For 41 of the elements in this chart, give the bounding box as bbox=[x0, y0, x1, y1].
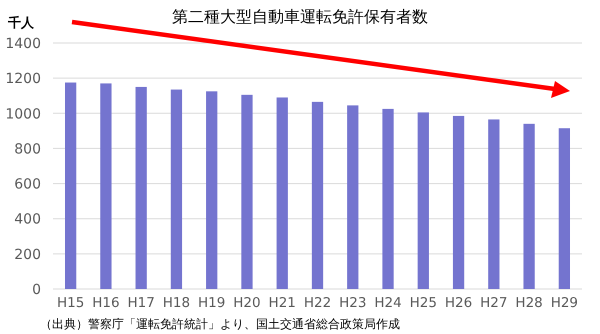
y-axis-title: 千人 bbox=[7, 15, 35, 31]
x-tick-label: H27 bbox=[480, 295, 508, 311]
x-tick-label: H19 bbox=[198, 295, 226, 311]
x-tick-label: H23 bbox=[339, 295, 366, 311]
bar bbox=[64, 82, 76, 289]
bar bbox=[452, 116, 464, 289]
bar bbox=[206, 91, 218, 289]
y-tick-label: 1400 bbox=[5, 36, 41, 52]
text: （出典）警察庁「運転免許統計」より、国土交通省総合政策局作成 bbox=[40, 317, 400, 331]
x-tick-label: H21 bbox=[268, 295, 296, 311]
bar bbox=[312, 102, 324, 289]
bar bbox=[523, 124, 535, 289]
x-tick-label: H18 bbox=[162, 295, 190, 311]
y-tick-label: 800 bbox=[14, 141, 41, 158]
x-tick-label: H25 bbox=[410, 295, 437, 311]
y-tick-label: 0 bbox=[32, 282, 41, 298]
bar bbox=[382, 108, 394, 289]
bar bbox=[100, 83, 112, 289]
y-tick-label: 1200 bbox=[5, 71, 41, 88]
x-tick-label: H20 bbox=[233, 295, 261, 311]
bar bbox=[488, 119, 500, 289]
bar bbox=[241, 94, 253, 289]
y-tick-label: 400 bbox=[14, 212, 41, 228]
bar bbox=[558, 128, 570, 289]
bar bbox=[347, 105, 358, 289]
x-tick-label: H29 bbox=[550, 295, 578, 311]
x-tick-label: H16 bbox=[92, 295, 120, 311]
x-tick-label: H17 bbox=[127, 295, 155, 311]
x-tick-label: H26 bbox=[444, 295, 472, 311]
bar bbox=[136, 86, 147, 289]
y-tick-label: 1000 bbox=[5, 106, 41, 122]
y-tick-label: 200 bbox=[14, 246, 41, 263]
x-tick-label: H28 bbox=[515, 295, 543, 311]
bar bbox=[418, 112, 429, 289]
bar bbox=[170, 90, 182, 289]
x-tick-label: H24 bbox=[374, 295, 402, 311]
x-tick-label: H15 bbox=[56, 295, 84, 311]
y-tick-label: 600 bbox=[14, 176, 41, 193]
bar bbox=[276, 97, 288, 289]
x-tick-label: H22 bbox=[304, 295, 332, 311]
chart-title: 第二種大型自動車運転免許保有者数 bbox=[172, 7, 428, 26]
